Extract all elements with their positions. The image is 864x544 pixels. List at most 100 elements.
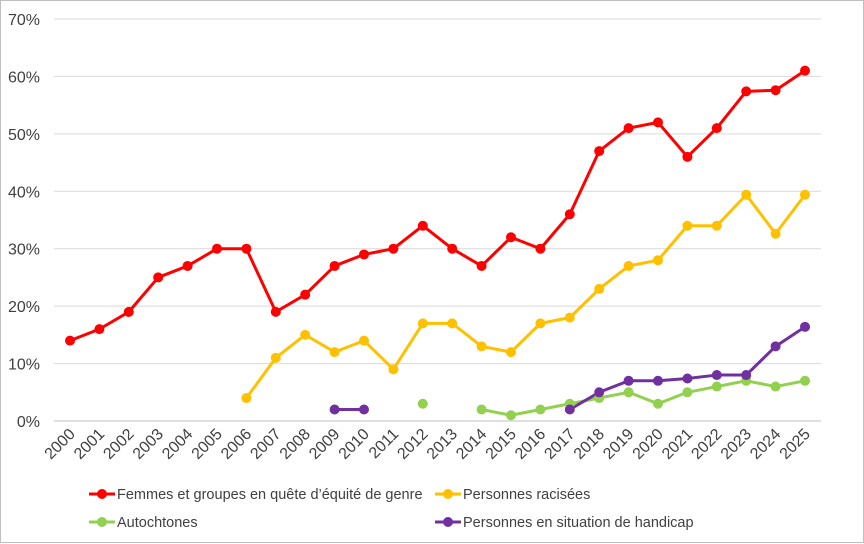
data-point: [241, 393, 252, 404]
data-point: [535, 404, 546, 415]
x-tick-label: 2008: [277, 426, 314, 463]
data-point: [300, 289, 311, 300]
data-point: [682, 220, 693, 231]
data-point: [564, 404, 575, 415]
x-tick-label: 2012: [394, 426, 431, 463]
y-axis-ticks: 0% 10% 20% 30% 40% 50% 60% 70%: [8, 12, 40, 431]
data-point: [329, 260, 340, 271]
data-point: [682, 373, 693, 384]
data-point: [623, 387, 634, 398]
data-point: [653, 255, 663, 266]
x-tick-label: 2010: [336, 426, 373, 463]
data-point: [329, 347, 340, 358]
data-point: [506, 410, 516, 421]
data-point: [653, 375, 663, 386]
data-point: [711, 220, 722, 231]
x-tick-label: 2018: [571, 426, 608, 463]
series-points: [65, 65, 810, 421]
y-tick-label: 30%: [8, 242, 40, 259]
data-point: [741, 189, 752, 200]
data-point: [506, 347, 516, 358]
data-point: [417, 220, 428, 231]
data-point: [417, 318, 428, 329]
x-tick-label: 2011: [366, 426, 402, 462]
legend-item: Personnes racisées: [435, 487, 590, 503]
x-axis-ticks: 2000200120022003200420052006200720082009…: [42, 426, 814, 463]
data-point: [329, 404, 340, 415]
legend-label: Autochtones: [117, 515, 198, 531]
y-tick-label: 20%: [8, 299, 40, 316]
data-point: [417, 398, 428, 409]
data-point: [359, 249, 369, 260]
x-tick-label: 2017: [541, 426, 578, 463]
x-tick-label: 2005: [189, 426, 226, 463]
data-point: [741, 370, 752, 381]
y-tick-label: 60%: [8, 69, 40, 86]
legend-label: Personnes en situation de handicap: [463, 515, 694, 531]
data-point: [476, 260, 487, 271]
x-tick-label: 2024: [747, 426, 784, 463]
data-point: [212, 243, 222, 254]
x-tick-label: 2015: [483, 426, 520, 463]
data-point: [476, 404, 487, 415]
data-point: [711, 123, 722, 134]
legend: Femmes et groupes en quête d’équité de g…: [89, 487, 694, 531]
x-tick-label: 2007: [247, 426, 284, 463]
x-tick-label: 2004: [159, 426, 196, 463]
data-point: [800, 321, 810, 332]
x-tick-label: 2020: [630, 426, 667, 463]
series-line-0: [69, 69, 806, 342]
legend-swatch-marker: [443, 517, 453, 527]
legend-swatch-marker: [97, 517, 107, 527]
x-tick-label: 2001: [71, 426, 108, 463]
data-point: [506, 232, 516, 243]
data-point: [388, 364, 399, 375]
series-line-2: [481, 379, 806, 417]
x-tick-label: 2025: [777, 426, 814, 463]
legend-label: Femmes et groupes en quête d’équité de g…: [117, 487, 423, 503]
y-tick-label: 50%: [8, 127, 40, 144]
legend-item: Femmes et groupes en quête d’équité de g…: [89, 487, 423, 503]
data-point: [800, 375, 810, 386]
x-tick-label: 2003: [130, 426, 167, 463]
x-tick-label: 2021: [659, 426, 696, 463]
data-point: [153, 272, 164, 283]
data-point: [241, 243, 252, 254]
x-tick-label: 2009: [306, 426, 343, 463]
data-point: [388, 243, 399, 254]
data-point: [711, 381, 722, 392]
data-point: [447, 243, 458, 254]
legend-item: Personnes en situation de handicap: [435, 515, 694, 531]
data-point: [741, 86, 752, 97]
data-point: [359, 404, 369, 415]
data-point: [682, 151, 693, 162]
data-point: [653, 398, 663, 409]
gridlines: [54, 18, 821, 422]
x-tick-label: 2023: [718, 426, 755, 463]
legend-item: Autochtones: [89, 515, 198, 531]
data-point: [623, 260, 634, 271]
data-point: [65, 335, 75, 346]
data-point: [447, 318, 458, 329]
data-point: [535, 318, 546, 329]
x-tick-label: 2002: [100, 426, 137, 463]
y-tick-label: 70%: [8, 12, 40, 29]
data-point: [123, 306, 134, 317]
legend-swatch-marker: [97, 489, 107, 499]
legend-label: Personnes racisées: [463, 487, 590, 503]
data-point: [623, 375, 634, 386]
data-point: [182, 260, 193, 271]
x-tick-label: 2022: [688, 426, 725, 463]
data-point: [711, 370, 722, 381]
y-tick-label: 10%: [8, 357, 40, 374]
data-point: [594, 283, 605, 294]
x-tick-label: 2016: [512, 426, 549, 463]
data-point: [476, 341, 487, 352]
legend-swatch-marker: [443, 489, 453, 499]
data-point: [300, 329, 311, 340]
x-tick-label: 2019: [600, 426, 637, 463]
data-point: [770, 228, 781, 239]
data-point: [594, 146, 605, 157]
